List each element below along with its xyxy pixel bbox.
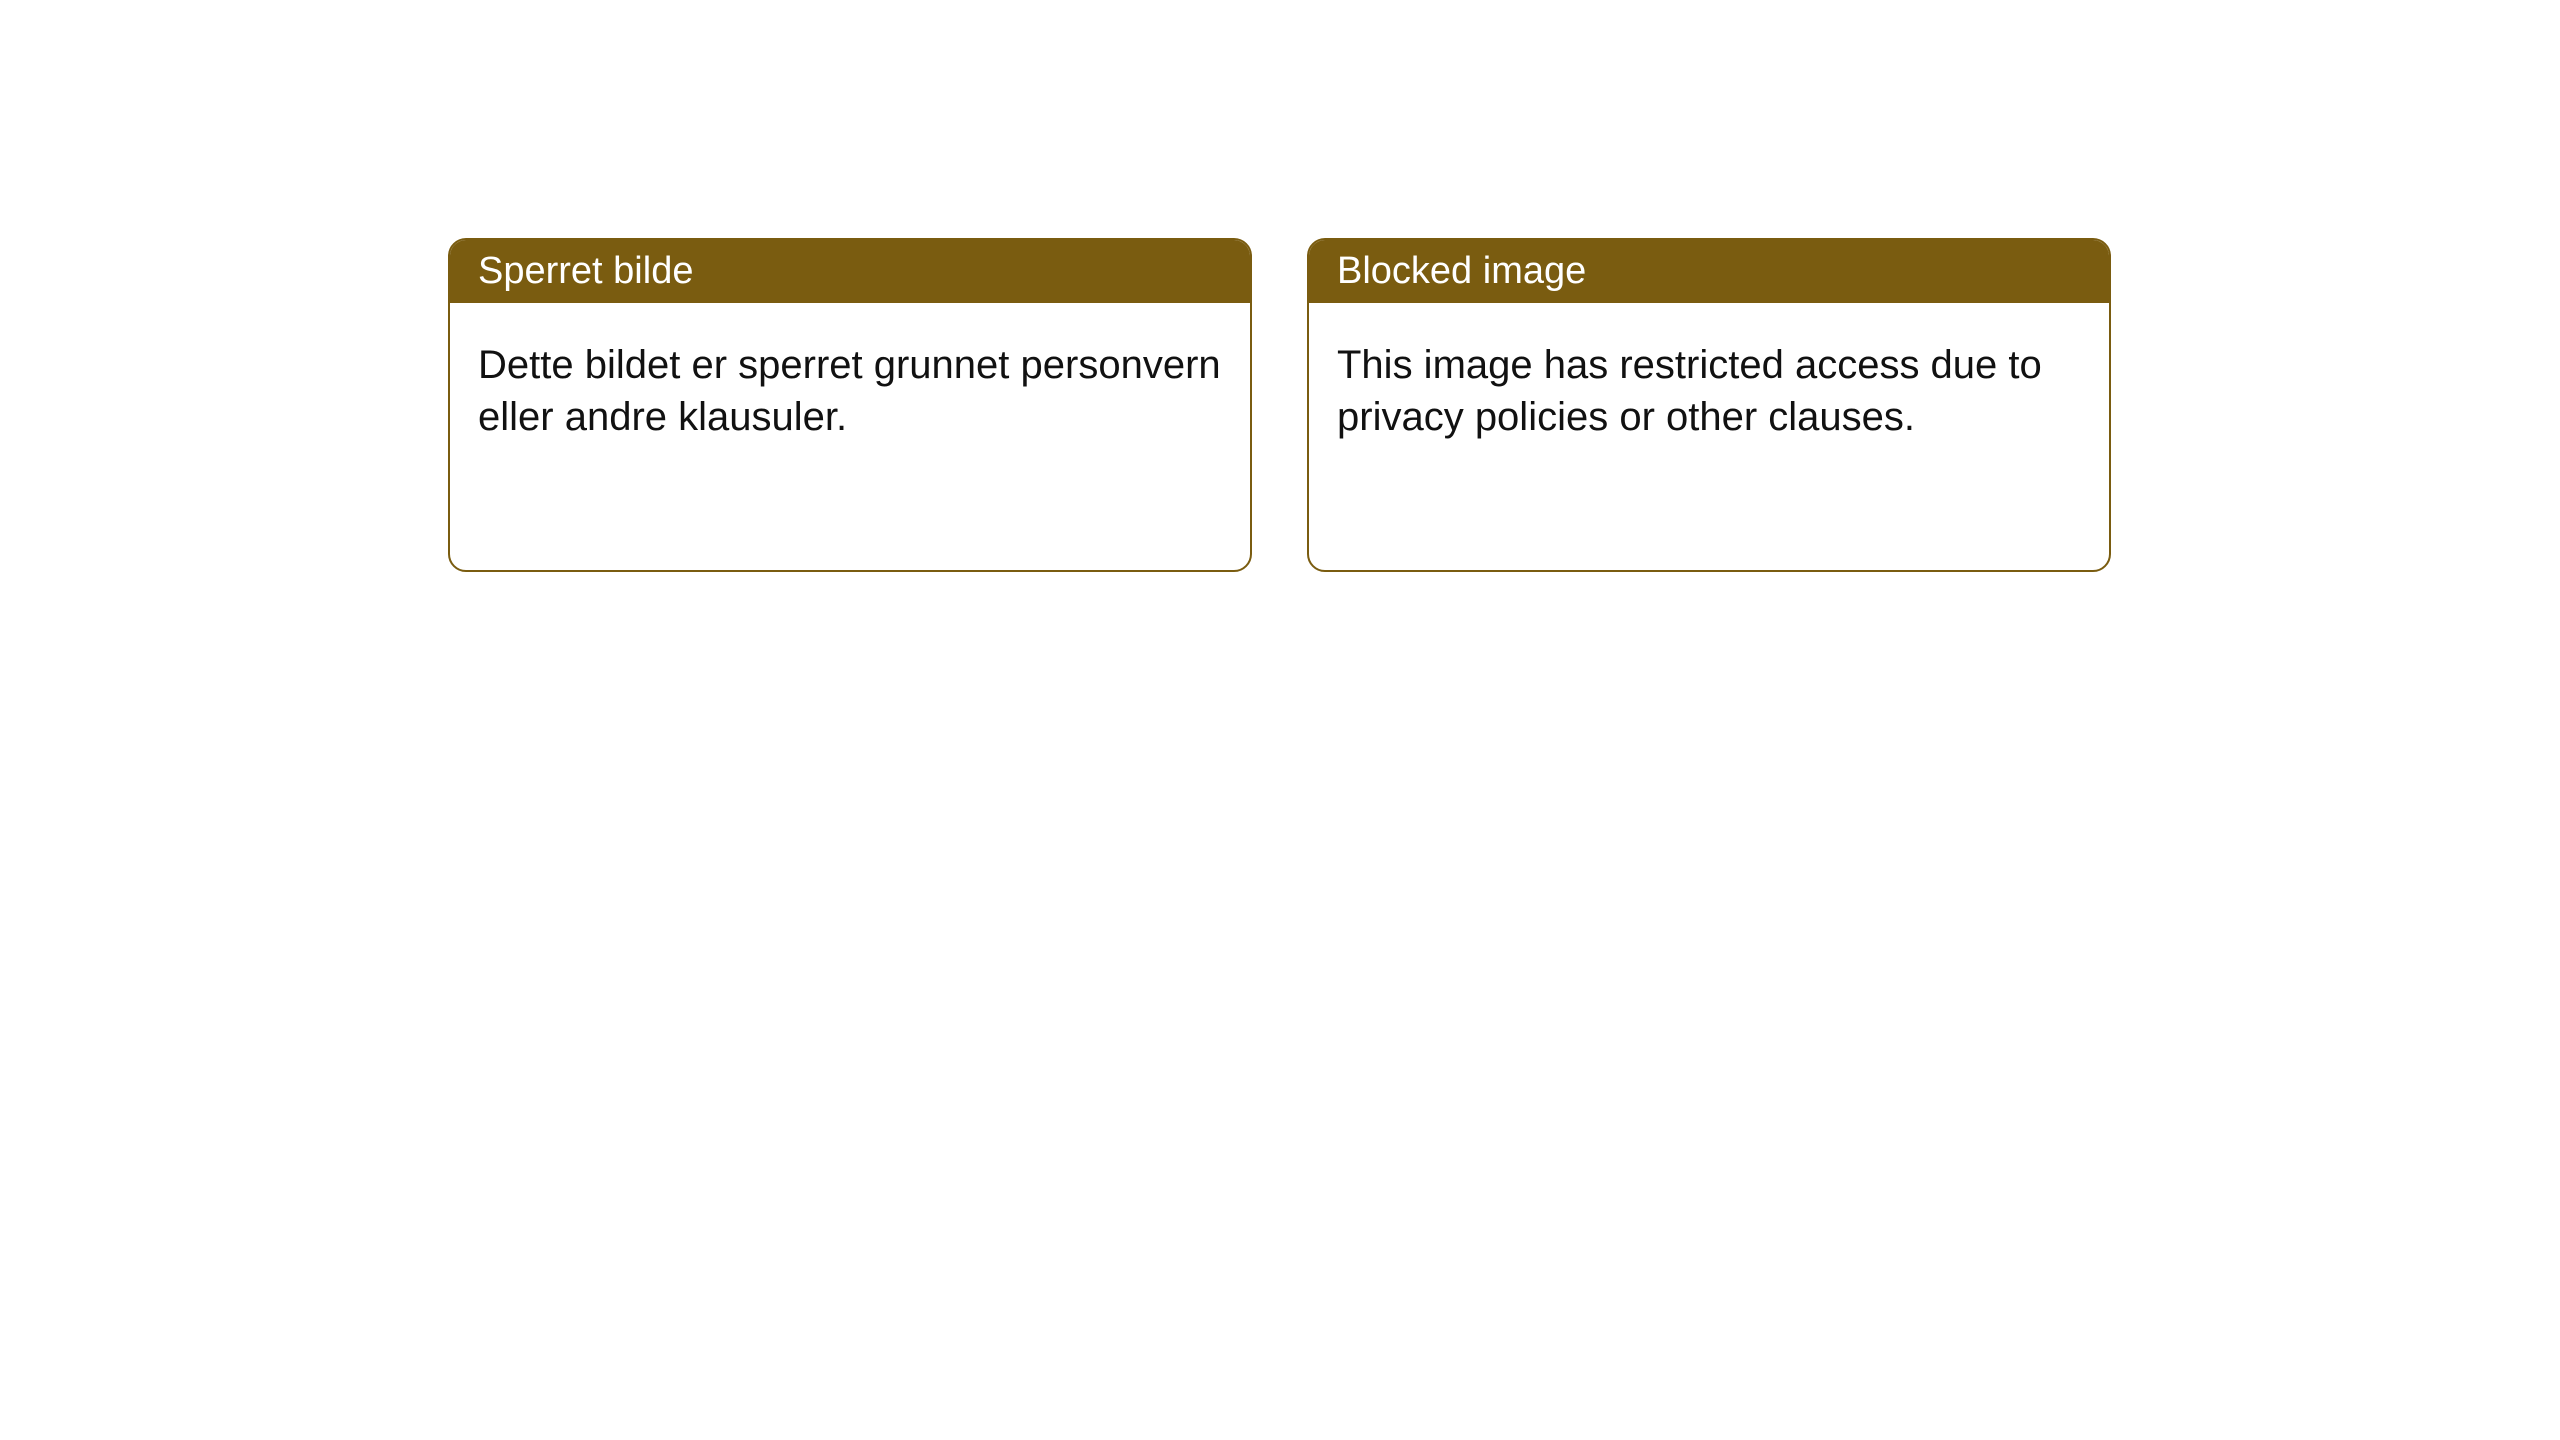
card-text-english: This image has restricted access due to … [1337,343,2042,439]
card-norwegian: Sperret bilde Dette bildet er sperret gr… [448,238,1252,572]
card-header-norwegian: Sperret bilde [450,240,1250,303]
card-english: Blocked image This image has restricted … [1307,238,2111,572]
card-text-norwegian: Dette bildet er sperret grunnet personve… [478,343,1221,439]
card-title-english: Blocked image [1337,250,1586,292]
card-body-norwegian: Dette bildet er sperret grunnet personve… [450,303,1250,479]
card-title-norwegian: Sperret bilde [478,250,693,292]
card-body-english: This image has restricted access due to … [1309,303,2109,479]
card-header-english: Blocked image [1309,240,2109,303]
cards-container: Sperret bilde Dette bildet er sperret gr… [0,0,2560,572]
